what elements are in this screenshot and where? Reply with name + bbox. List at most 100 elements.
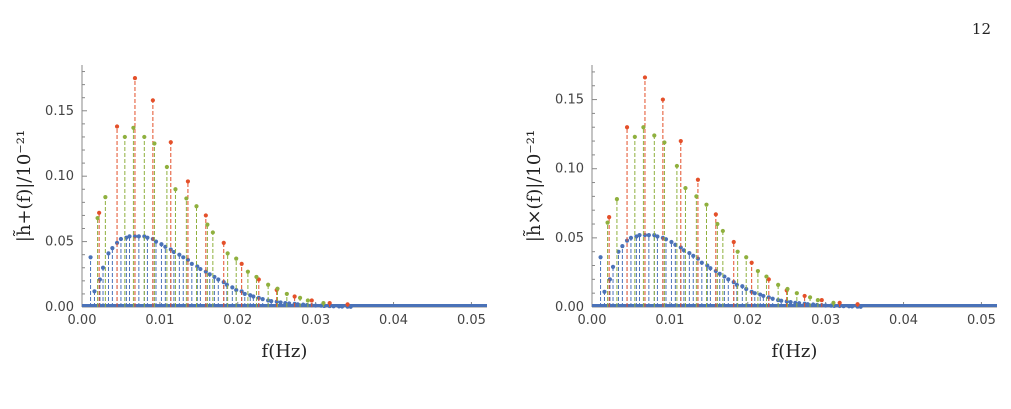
data-point	[95, 215, 100, 221]
chart-h-cross: 0.00 0.01 0.02 0.03 0.04 0.05 0.00 0.05 0.10 0.15…	[522, 65, 997, 362]
data-point	[740, 284, 745, 289]
data-point	[616, 249, 621, 254]
data-point	[776, 282, 781, 287]
data-point	[92, 289, 97, 294]
data-point	[284, 291, 289, 297]
data-point	[695, 177, 701, 182]
x-tick-label: 0.05	[457, 313, 486, 328]
data-point	[797, 301, 802, 306]
data-point	[785, 286, 790, 292]
data-point	[171, 249, 177, 255]
data-point	[305, 298, 310, 303]
data-point	[831, 300, 836, 305]
data-point	[242, 291, 247, 297]
data-point	[811, 302, 816, 307]
data-point	[301, 302, 306, 307]
x-tick-label: 0.01	[655, 313, 684, 328]
data-point	[663, 237, 669, 242]
y-tick-label: 0.00	[555, 300, 584, 315]
data-point	[210, 230, 215, 235]
y-axis-label: |h̃×(f)|/10⁻²¹	[522, 130, 545, 242]
data-point	[185, 179, 191, 184]
data-point	[216, 277, 221, 282]
data-point	[752, 291, 757, 296]
data-point	[88, 255, 93, 260]
data-point	[269, 299, 274, 304]
data-point	[632, 134, 637, 140]
data-point	[131, 125, 136, 130]
data-point	[794, 291, 799, 296]
data-point	[275, 286, 280, 291]
data-point	[598, 255, 603, 260]
data-point	[655, 234, 660, 239]
data-point	[607, 277, 613, 282]
data-point	[823, 303, 828, 308]
data-point	[163, 244, 168, 249]
page-number: 12	[971, 20, 991, 38]
data-point	[297, 295, 303, 300]
data-point	[173, 187, 178, 192]
data-point	[788, 300, 793, 305]
y-tick-label: 0.05	[45, 235, 74, 250]
data-point	[114, 240, 120, 246]
data-point	[610, 264, 616, 269]
data-point	[713, 212, 718, 217]
x-tick-label: 0.02	[733, 313, 762, 328]
data-point	[327, 300, 332, 306]
data-point	[673, 242, 678, 247]
data-point	[744, 255, 749, 260]
data-point	[184, 196, 189, 201]
data-point	[340, 304, 345, 309]
x-axis-label: f(Hz)	[262, 341, 308, 362]
data-point	[97, 277, 103, 282]
data-point	[100, 265, 106, 270]
data-point	[678, 245, 683, 250]
data-point	[177, 252, 182, 257]
data-point	[118, 236, 124, 242]
data-point	[205, 222, 210, 227]
data-point	[770, 296, 775, 301]
data-point	[641, 125, 646, 130]
x-tick-label: 0.04	[889, 313, 918, 328]
data-point	[715, 221, 720, 227]
data-point	[145, 235, 150, 240]
data-point	[662, 140, 667, 145]
data-point	[858, 304, 863, 309]
data-point	[224, 282, 229, 287]
data-point	[225, 251, 230, 256]
y-tick-label: 0.05	[555, 231, 584, 246]
x-tick-label: 0.01	[145, 313, 174, 328]
data-point	[687, 250, 692, 256]
x-tick-label: 0.05	[967, 313, 996, 328]
data-point	[779, 298, 784, 303]
data-point	[734, 282, 739, 287]
data-point	[198, 266, 203, 272]
data-point	[142, 134, 147, 140]
data-point	[660, 97, 665, 102]
data-point	[345, 302, 350, 307]
data-point	[251, 294, 256, 299]
data-point	[755, 268, 760, 274]
y-tick-label: 0.00	[45, 300, 74, 315]
data-point	[607, 215, 612, 220]
data-point	[744, 286, 749, 292]
data-point	[846, 304, 852, 309]
data-point	[749, 260, 754, 265]
data-point	[221, 240, 226, 246]
data-point	[132, 75, 138, 81]
data-point	[336, 304, 342, 309]
data-point	[260, 297, 265, 302]
data-point	[278, 300, 283, 305]
data-point	[815, 297, 820, 303]
data-point	[106, 251, 111, 256]
data-point	[287, 301, 292, 306]
data-point	[793, 300, 798, 305]
data-point	[348, 304, 353, 309]
data-point	[624, 125, 630, 130]
data-point	[152, 141, 157, 146]
data-point	[313, 303, 318, 308]
data-point	[642, 232, 648, 238]
chart-h-plus: 0.00 0.01 0.02 0.03 0.04 0.05 0.00 0.05 0.10 0.15…	[12, 65, 487, 362]
y-tick-label: 0.10	[45, 169, 74, 184]
data-point	[150, 98, 155, 103]
